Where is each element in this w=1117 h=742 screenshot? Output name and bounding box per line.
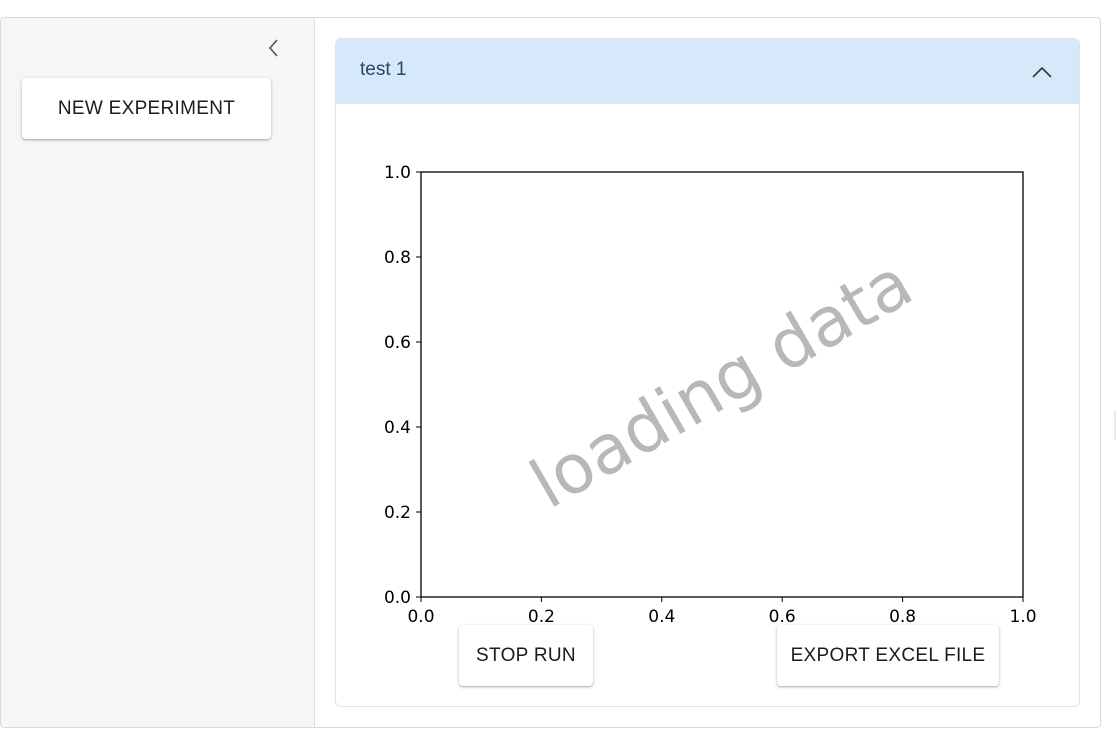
y-tick-label: 0.4 bbox=[384, 418, 411, 438]
chevron-left-icon bbox=[268, 39, 278, 57]
app-window: NEW EXPERIMENT test 1 0.0 0.2 0.4 0.6 0.8 1.0… bbox=[0, 17, 1101, 728]
main-content: test 1 0.0 0.2 0.4 0.6 0.8 1.0 0.0 0.2 0.4 0.6 0.8… bbox=[315, 18, 1100, 727]
chart-svg: 0.0 0.2 0.4 0.6 0.8 1.00.00.20.40.60.81.0load… bbox=[384, 163, 1037, 627]
x-tick-label: 0.6 bbox=[769, 607, 796, 627]
chart: 0.0 0.2 0.4 0.6 0.8 1.0 0.0 0.2 0.4 0.6 0.8 1.0 load… bbox=[366, 134, 1066, 634]
x-tick-label: 0.4 bbox=[648, 607, 675, 627]
x-tick-label: 0.2 bbox=[528, 607, 555, 627]
collapse-sidebar-button[interactable] bbox=[263, 37, 285, 59]
y-tick-label: 0.0 bbox=[384, 588, 411, 608]
new-experiment-button[interactable]: NEW EXPERIMENT bbox=[22, 78, 271, 139]
experiment-panel: test 1 0.0 0.2 0.4 0.6 0.8 1.0 0.0 0.2 0.4 0.6 0.8… bbox=[335, 38, 1080, 707]
page-edge-divider bbox=[1114, 410, 1116, 440]
y-tick-label: 1.0 bbox=[384, 163, 411, 183]
x-tick-label: 1.0 bbox=[1009, 607, 1036, 627]
plot-area bbox=[420, 171, 1024, 598]
x-tick-label: 0.0 bbox=[407, 607, 434, 627]
y-tick-label: 0.2 bbox=[384, 503, 411, 523]
x-tick-label: 0.8 bbox=[889, 607, 916, 627]
stop-run-button[interactable]: STOP RUN bbox=[459, 625, 593, 686]
chevron-up-icon[interactable] bbox=[1031, 61, 1053, 83]
y-tick-label: 0.8 bbox=[384, 248, 411, 268]
experiment-title: test 1 bbox=[360, 59, 407, 80]
export-excel-button[interactable]: EXPORT EXCEL FILE bbox=[777, 625, 999, 686]
experiment-panel-header[interactable]: test 1 bbox=[336, 39, 1079, 104]
sidebar: NEW EXPERIMENT bbox=[1, 18, 315, 727]
y-tick-label: 0.6 bbox=[384, 333, 411, 353]
